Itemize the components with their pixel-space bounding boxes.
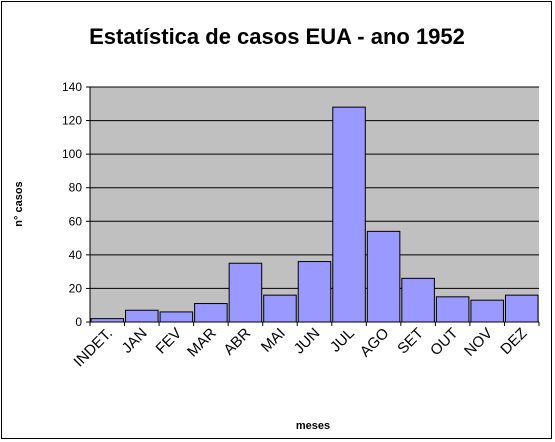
- bar-mar: [194, 303, 228, 323]
- bar-jan: [125, 309, 159, 323]
- x-tick-label: JUL: [327, 325, 358, 356]
- bar-abr: [228, 262, 263, 323]
- bars: [90, 106, 539, 323]
- x-tick-label: NOV: [461, 325, 496, 360]
- gridlines: [90, 86, 539, 289]
- bar-jul: [332, 106, 366, 323]
- y-tick-label: 20: [69, 281, 83, 295]
- y-tick-label: 100: [62, 147, 82, 161]
- x-tick-label: SET: [394, 325, 427, 358]
- x-axis-label: meses: [296, 420, 330, 432]
- chart-title: Estatística de casos EUA - ano 1952: [89, 24, 465, 49]
- y-tick-label: 60: [69, 214, 83, 228]
- bar-mai: [263, 294, 297, 323]
- y-tick-label: 0: [75, 315, 82, 329]
- bar-fev: [159, 311, 194, 323]
- x-tick-label: FEV: [153, 325, 186, 358]
- x-tick-label: JUN: [291, 325, 324, 358]
- x-tick-label: DEZ: [497, 325, 530, 358]
- y-tick-label: 40: [69, 248, 83, 262]
- x-tick-label: ABR: [220, 325, 254, 359]
- y-tick-label: 120: [62, 114, 82, 128]
- axes: [86, 86, 540, 326]
- x-tick-label: MAR: [184, 325, 220, 361]
- y-tick-labels: 0 20 40 60 80 100 120 140: [62, 80, 82, 329]
- x-tick-label: AGO: [357, 325, 393, 361]
- y-tick-label: 140: [62, 80, 82, 94]
- x-tick-label: JAN: [119, 325, 151, 357]
- bar-indet: [90, 318, 125, 323]
- bar-jun: [297, 261, 332, 323]
- bar-out: [435, 296, 470, 323]
- x-tick-label: INDET.: [70, 325, 116, 371]
- y-tick-label: 80: [69, 181, 83, 195]
- bar-nov: [470, 299, 504, 323]
- y-axis-label: n° casos: [13, 181, 25, 226]
- bar-dez: [504, 294, 539, 323]
- x-tick-label: OUT: [427, 325, 461, 359]
- x-tick-label: MAI: [258, 325, 289, 356]
- bar-ago: [366, 230, 401, 323]
- bar-set: [401, 277, 435, 323]
